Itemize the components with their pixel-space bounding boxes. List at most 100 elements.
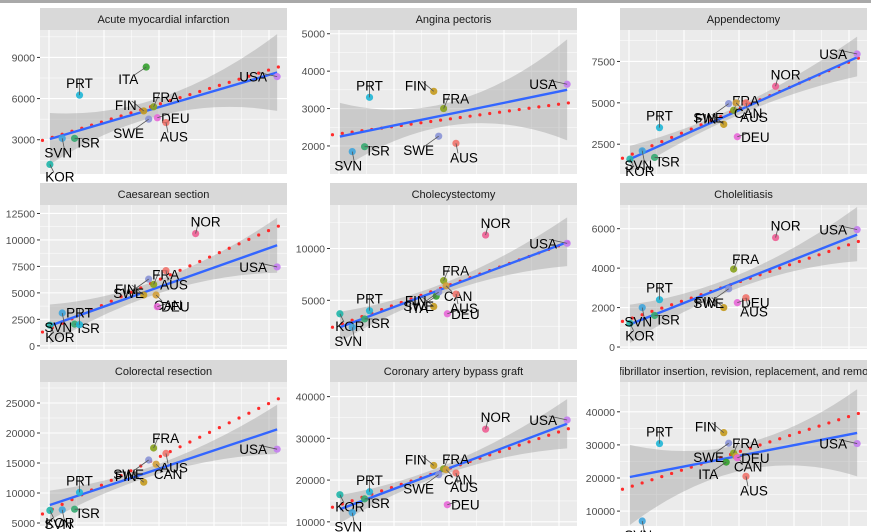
label-leader (714, 103, 729, 114)
label-leader (131, 471, 144, 483)
reference-dot (497, 110, 502, 114)
point-label: FRA (442, 452, 469, 467)
label-leader (131, 284, 144, 296)
reference-dot (537, 436, 541, 441)
label-leader (259, 262, 278, 268)
label-leader (745, 102, 749, 113)
facet-title: Caesarean section (118, 189, 210, 201)
panel-background (330, 30, 577, 174)
label-leader (155, 463, 163, 471)
label-leader (485, 218, 490, 236)
fit-line (49, 244, 278, 327)
reference-dot (778, 437, 782, 441)
label-leader (134, 118, 149, 130)
reference-dot (738, 449, 743, 453)
y-tick-label: 6000 (12, 94, 36, 106)
reference-dot (257, 406, 261, 410)
label-leader (421, 455, 434, 466)
reference-dot (689, 127, 693, 131)
reference-dot (620, 156, 625, 160)
point-label: FIN (115, 469, 137, 484)
point-label: PRT (646, 425, 673, 440)
label-leader (445, 469, 453, 476)
reference-dot (556, 102, 561, 106)
point-label: KOR (45, 515, 75, 530)
point-label: PRT (356, 78, 383, 93)
reference-dot (807, 256, 811, 260)
reference-dot (330, 505, 335, 509)
y-tick-label: 2000 (592, 303, 616, 315)
reference-dot (266, 228, 271, 233)
reference-dot (650, 478, 654, 482)
reference-dot (556, 430, 561, 434)
label-leader (61, 312, 65, 324)
data-point-swe (725, 285, 733, 293)
reference-dot (660, 139, 664, 144)
y-tick-label: 5000 (12, 288, 36, 300)
reference-dot (330, 133, 335, 137)
reference-dot (837, 246, 841, 250)
facet-strip (330, 8, 577, 30)
facet-panel: Colorectal resection 5000 10000 15000 20000 2… (6, 360, 287, 532)
point-label: NOR (771, 67, 801, 82)
y-tick-label: 0 (29, 341, 35, 353)
reference-dot (168, 450, 172, 454)
point-label: ITA (698, 467, 718, 482)
point-label: SVN (44, 145, 72, 160)
label-leader (421, 81, 434, 92)
reference-dot (566, 427, 570, 431)
point-label: SVN (334, 334, 362, 349)
label-leader (711, 297, 724, 308)
facet-title: Cholecystectomy (412, 189, 496, 201)
reference-dot (787, 433, 792, 438)
label-leader (49, 510, 55, 519)
reference-dot (109, 478, 113, 482)
point-label: SWE (693, 296, 724, 311)
facet-title: Angina pectoris (416, 14, 492, 26)
label-leader (153, 433, 160, 449)
point-label: CAN (444, 473, 473, 488)
point-label: FIN (405, 452, 427, 467)
reference-dot (198, 435, 202, 439)
label-leader (259, 72, 278, 78)
reference-dot (207, 255, 212, 259)
reference-dot (630, 152, 634, 156)
data-point-deu (153, 303, 161, 311)
label-leader (733, 439, 740, 454)
facet-strip (40, 183, 287, 205)
y-tick-label: 2500 (12, 314, 36, 326)
point-label: PRT (356, 473, 383, 488)
reference-dot (139, 286, 143, 290)
y-tick-label: 40000 (586, 407, 615, 419)
label-leader (714, 288, 729, 300)
y-tick-label: 10000 (296, 517, 325, 529)
reference-dot (517, 443, 521, 447)
reference-dot (340, 131, 344, 136)
reference-dot (237, 77, 241, 81)
reference-dot (679, 299, 684, 304)
point-label: FRA (442, 92, 469, 107)
point-label: FIN (695, 420, 717, 435)
point-label: USA (819, 437, 847, 452)
reference-dot (630, 484, 634, 488)
reference-dot (768, 440, 772, 444)
reference-dot (188, 440, 192, 444)
fit-line (629, 233, 858, 326)
reference-dot (458, 115, 462, 120)
point-label: USA (529, 77, 557, 92)
point-label: NOR (191, 215, 221, 230)
y-tick-label: 3000 (302, 104, 326, 116)
y-tick-label: 10000 (296, 244, 325, 256)
label-leader (134, 459, 149, 471)
reference-dot (257, 233, 261, 237)
data-point-deu (153, 114, 161, 122)
point-label: SVN (44, 517, 72, 532)
reference-dot (129, 290, 133, 294)
y-tick-label: 0 (609, 342, 615, 354)
y-tick-label: 7500 (12, 261, 36, 273)
point-label: SVN (624, 158, 652, 173)
label-leader (424, 474, 439, 485)
reference-dot (547, 103, 551, 108)
y-tick-label: 2000 (302, 141, 326, 153)
